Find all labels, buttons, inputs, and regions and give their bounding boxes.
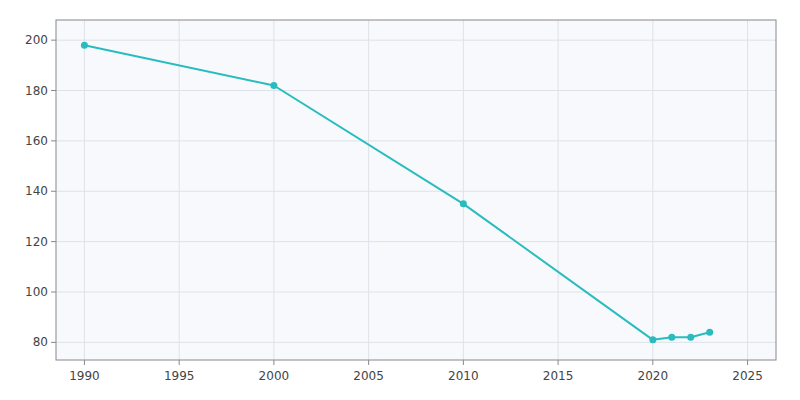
series — [81, 42, 713, 344]
x-grid-line — [179, 20, 180, 360]
y-tick-label: 80 — [33, 335, 48, 349]
x-tick — [463, 360, 464, 365]
y-grid-line — [56, 191, 776, 192]
data-point — [668, 334, 675, 341]
chart-container: 80 100 120 140 160 180 200 1990 1995 2000 2005 2010… — [0, 0, 800, 400]
axes: 80 100 120 140 160 180 200 1990 1995 2000 2005 2010… — [25, 33, 763, 383]
y-grid-line — [56, 140, 776, 141]
x-tick — [747, 360, 748, 365]
x-grid-line — [652, 20, 653, 360]
x-tick-label: 1990 — [69, 369, 100, 383]
y-tick-label: 140 — [25, 184, 48, 198]
x-grid-line — [747, 20, 748, 360]
y-tick — [51, 342, 56, 343]
y-tick-label: 100 — [25, 285, 48, 299]
plot-frame — [56, 20, 776, 360]
x-tick-label: 2010 — [448, 369, 479, 383]
y-tick — [51, 191, 56, 192]
chart-svg: 80 100 120 140 160 180 200 1990 1995 2000 2005 2010… — [0, 0, 800, 400]
data-line — [84, 45, 709, 340]
y-grid-line — [56, 90, 776, 91]
x-tick-label: 2000 — [259, 369, 290, 383]
y-tick-label: 200 — [25, 33, 48, 47]
y-tick — [51, 140, 56, 141]
y-tick — [51, 292, 56, 293]
x-tick — [84, 360, 85, 365]
grid — [56, 20, 776, 360]
y-tick-label: 160 — [25, 134, 48, 148]
y-grid-line — [56, 342, 776, 343]
y-tick-label: 120 — [25, 235, 48, 249]
y-grid-line — [56, 241, 776, 242]
data-point — [270, 82, 277, 89]
x-tick-label: 1995 — [164, 369, 195, 383]
y-tick — [51, 241, 56, 242]
x-grid-line — [463, 20, 464, 360]
y-tick — [51, 90, 56, 91]
x-tick — [652, 360, 653, 365]
x-tick — [179, 360, 180, 365]
data-point — [649, 336, 656, 343]
plot-background — [56, 20, 776, 360]
x-tick — [368, 360, 369, 365]
data-point — [460, 200, 467, 207]
x-grid-line — [558, 20, 559, 360]
x-grid-line — [273, 20, 274, 360]
x-tick — [558, 360, 559, 365]
x-tick-label: 2020 — [638, 369, 669, 383]
x-grid-line — [368, 20, 369, 360]
y-tick — [51, 40, 56, 41]
data-point — [706, 329, 713, 336]
x-grid-line — [84, 20, 85, 360]
data-point — [81, 42, 88, 49]
x-tick — [273, 360, 274, 365]
y-grid-line — [56, 292, 776, 293]
data-point — [687, 334, 694, 341]
x-tick-label: 2005 — [353, 369, 384, 383]
y-tick-label: 180 — [25, 84, 48, 98]
x-tick-label: 2015 — [543, 369, 574, 383]
x-tick-label: 2025 — [732, 369, 763, 383]
y-grid-line — [56, 40, 776, 41]
